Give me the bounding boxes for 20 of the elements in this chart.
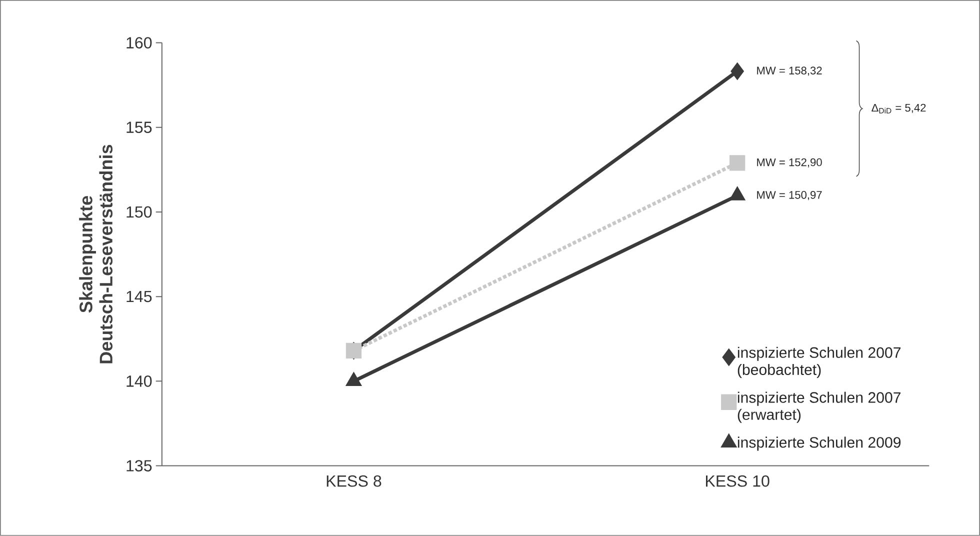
y-tick-label: 150 xyxy=(126,206,152,218)
point xyxy=(730,188,744,200)
x-tick-label: KESS 10 xyxy=(706,475,770,487)
y-tick-label: 145 xyxy=(126,291,152,302)
point xyxy=(730,155,746,171)
legend-label: inspizierte Schulen 2007 (erwartet) xyxy=(738,392,901,424)
y-tick-label: 140 xyxy=(126,376,152,387)
annotation: MW = 150,97 xyxy=(757,191,822,200)
legend-label: inspizierte Schulen 2007 (beobachtet) xyxy=(738,346,901,378)
y-tick-label: 135 xyxy=(126,460,152,472)
y-tick-label: 160 xyxy=(126,37,152,49)
legend-label: inspizierte Schulen 2009 xyxy=(738,436,901,451)
annotation: Δ$_{DiD}$ = 5,42 xyxy=(872,104,926,114)
annotation: MW = 152,90 xyxy=(757,158,822,168)
point xyxy=(731,63,744,80)
annotation: MW = 158,32 xyxy=(757,66,822,76)
y-tick-label: 155 xyxy=(126,122,152,134)
x-tick-label: KESS 8 xyxy=(326,475,382,487)
y-axis-title: Skalenpunkte Deutsch-Leseverständnis xyxy=(79,144,113,364)
point xyxy=(346,373,361,386)
